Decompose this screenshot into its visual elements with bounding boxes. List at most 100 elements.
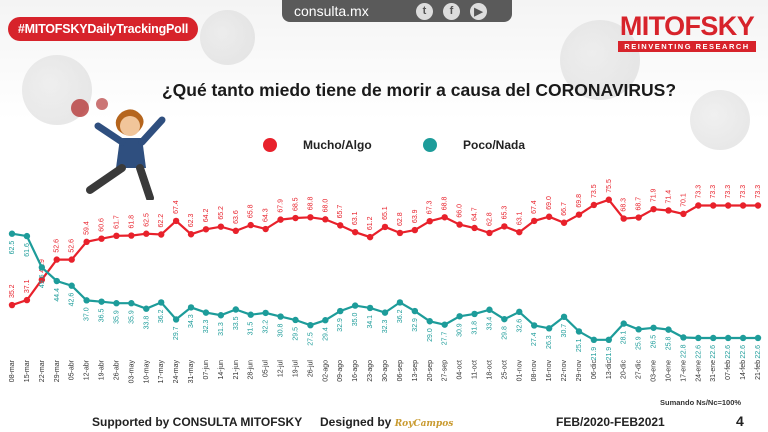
data-point bbox=[292, 214, 299, 222]
data-point bbox=[232, 227, 239, 235]
data-label: 29.8 bbox=[501, 326, 508, 340]
data-point bbox=[516, 228, 523, 236]
data-point bbox=[590, 336, 598, 344]
data-label: 52.6 bbox=[69, 239, 76, 253]
x-tick-label: 20-dic bbox=[621, 360, 628, 380]
data-point bbox=[426, 217, 433, 225]
data-point bbox=[202, 309, 210, 316]
data-point bbox=[471, 310, 478, 318]
data-label: 33.8 bbox=[143, 316, 150, 330]
data-label: 68.5 bbox=[292, 197, 299, 211]
data-label: 63.6 bbox=[233, 210, 240, 224]
data-label: 67.4 bbox=[173, 200, 180, 214]
data-point bbox=[665, 326, 672, 333]
legend-item-poco: Poco/Nada bbox=[423, 138, 525, 152]
page-number: 4 bbox=[736, 413, 744, 429]
data-point bbox=[128, 300, 135, 307]
data-label: 67.4 bbox=[531, 200, 538, 214]
data-label: 33.4 bbox=[486, 317, 493, 331]
data-point bbox=[98, 235, 105, 242]
x-tick-label: 31-ene bbox=[710, 360, 717, 382]
data-label: 31.5 bbox=[248, 322, 255, 336]
data-point bbox=[322, 317, 329, 324]
data-label: 61.8 bbox=[128, 215, 135, 229]
data-label: 28.1 bbox=[621, 331, 628, 345]
data-point bbox=[724, 334, 732, 342]
data-label: 29.5 bbox=[292, 327, 299, 341]
data-point bbox=[8, 230, 16, 237]
data-point bbox=[83, 297, 90, 304]
data-point bbox=[590, 201, 598, 209]
data-point bbox=[486, 229, 493, 237]
data-label: 73.3 bbox=[725, 185, 732, 199]
data-point bbox=[605, 196, 612, 203]
data-label: 65.8 bbox=[248, 204, 255, 218]
data-label: 69.8 bbox=[576, 194, 583, 208]
data-label: 22.6 bbox=[695, 345, 702, 359]
data-label: 68.0 bbox=[322, 199, 329, 213]
data-label: 67.9 bbox=[278, 199, 285, 213]
data-point bbox=[322, 216, 329, 223]
data-label: 71.9 bbox=[651, 188, 658, 202]
data-point bbox=[53, 256, 60, 263]
x-tick-label: 12-abr bbox=[84, 359, 91, 380]
data-label: 68.7 bbox=[636, 197, 643, 211]
data-point bbox=[754, 334, 762, 342]
data-point bbox=[635, 214, 642, 221]
data-label: 32.9 bbox=[412, 318, 419, 332]
x-tick-label: 06-sep bbox=[397, 360, 404, 382]
site-link[interactable]: consulta.mx bbox=[294, 3, 369, 19]
x-tick-label: 02-ago bbox=[322, 360, 329, 382]
data-label: 34.3 bbox=[188, 314, 195, 328]
youtube-icon[interactable]: ▶ bbox=[470, 2, 487, 20]
data-label: 64.2 bbox=[203, 209, 210, 223]
data-point bbox=[486, 306, 493, 313]
x-tick-label: 14-jun bbox=[218, 360, 225, 380]
x-tick-label: 13-dic bbox=[606, 360, 613, 380]
data-label: 62.3 bbox=[188, 214, 195, 228]
brand-name: MITOFSKY bbox=[619, 11, 755, 41]
data-label: 63.1 bbox=[352, 211, 359, 225]
data-point bbox=[187, 231, 195, 238]
x-tick-label: 24-may bbox=[173, 360, 180, 384]
data-point bbox=[680, 210, 687, 218]
virus-decoration bbox=[560, 20, 640, 100]
data-point bbox=[187, 304, 195, 311]
data-point bbox=[351, 302, 359, 309]
data-point bbox=[172, 217, 180, 225]
x-tick-label: 09-ago bbox=[337, 360, 344, 382]
data-label: 34.1 bbox=[367, 315, 374, 329]
x-tick-label: 17-ene bbox=[680, 360, 687, 382]
footer-period: FEB/2020-FEB2021 bbox=[556, 415, 665, 429]
running-man-illustration bbox=[71, 98, 166, 200]
data-label: 65.2 bbox=[218, 206, 225, 220]
data-point bbox=[277, 216, 284, 223]
x-tick-label: 06-dic bbox=[591, 360, 598, 380]
x-tick-label: 20-sep bbox=[427, 360, 434, 382]
data-label: 65.7 bbox=[337, 205, 344, 219]
data-point bbox=[456, 313, 463, 320]
data-point bbox=[426, 318, 433, 325]
data-label: 30.9 bbox=[457, 323, 464, 337]
x-tick-label: 27-dic bbox=[636, 360, 643, 380]
twitter-icon[interactable]: t bbox=[416, 2, 433, 20]
x-tick-label: 13-sep bbox=[412, 360, 419, 382]
x-tick-label: 26-abr bbox=[113, 359, 120, 380]
legend-dot-red bbox=[263, 138, 277, 152]
data-label: 26.3 bbox=[546, 335, 553, 349]
chart-title: ¿Qué tanto miedo tiene de morir a causa … bbox=[161, 80, 677, 100]
data-label: 68.8 bbox=[442, 197, 449, 211]
data-label: 32.3 bbox=[203, 320, 210, 334]
data-label: 68.3 bbox=[621, 198, 628, 212]
data-label: 66.7 bbox=[561, 202, 568, 216]
data-point bbox=[411, 307, 419, 315]
x-tick-label: 30-ago bbox=[382, 360, 389, 382]
data-label: 73.3 bbox=[755, 185, 762, 199]
data-point bbox=[68, 282, 75, 289]
footer-designed: Designed by RoyCampos bbox=[320, 415, 453, 429]
data-point bbox=[620, 215, 627, 222]
data-label: 68.8 bbox=[307, 197, 314, 211]
facebook-icon[interactable]: f bbox=[443, 2, 460, 20]
data-label: 29.0 bbox=[427, 328, 434, 342]
data-point bbox=[501, 223, 508, 230]
